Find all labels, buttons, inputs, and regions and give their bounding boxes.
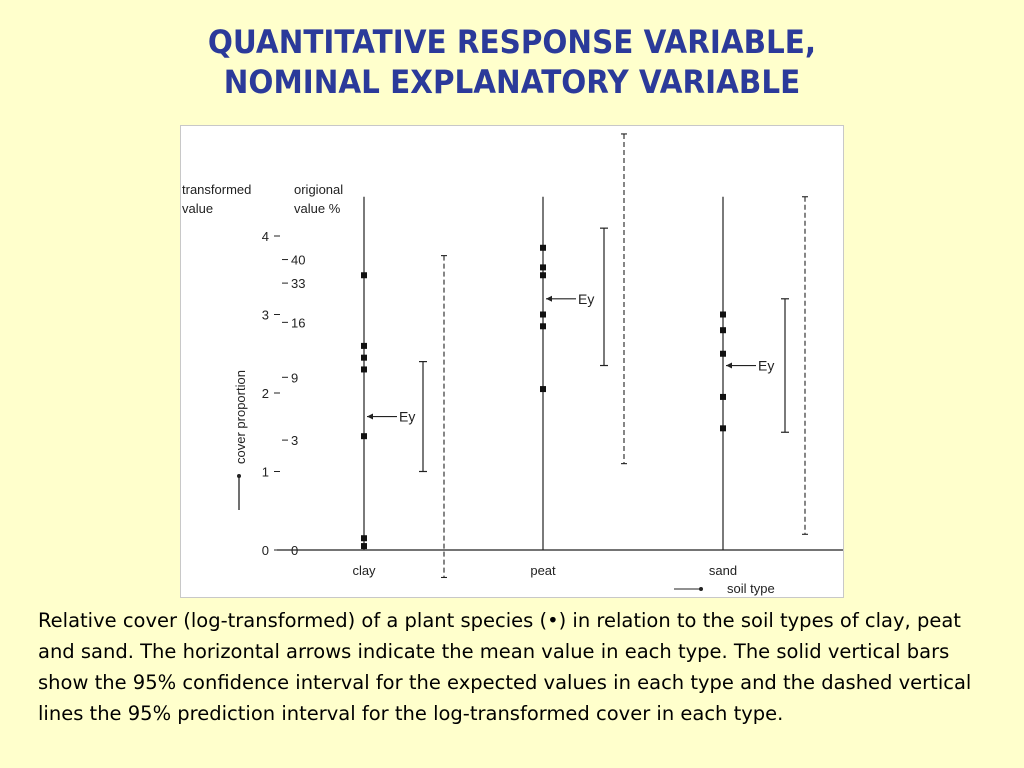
y-original-tick-label: 9	[291, 370, 298, 385]
data-point	[720, 327, 726, 334]
mean-arrow-head	[726, 362, 732, 369]
data-point	[361, 535, 367, 542]
data-point	[720, 393, 726, 400]
data-point	[361, 272, 367, 279]
y-tick-label: 4	[262, 229, 269, 244]
data-point	[540, 311, 546, 318]
mean-label: Ey	[578, 291, 594, 307]
data-point	[540, 272, 546, 279]
chart-panel: transformed value origional value % cover pr…	[180, 125, 844, 598]
y-tick-label: 0	[262, 543, 269, 558]
x-axis-label: soil type	[727, 581, 775, 596]
y-axis-right-label: value %	[294, 201, 341, 216]
y-original-tick-label: 3	[291, 433, 298, 448]
mean-label: Ey	[758, 358, 774, 374]
data-point	[361, 433, 367, 440]
y-axis-side-label: cover proportion	[233, 370, 248, 464]
y-axis-left-label: value	[182, 201, 213, 216]
x-category-label: peat	[530, 563, 556, 578]
data-point	[720, 311, 726, 318]
y-tick-label: 2	[262, 386, 269, 401]
title-line-1: QUANTITATIVE RESPONSE VARIABLE,	[207, 23, 817, 61]
figure-caption: Relative cover (log-transformed) of a pl…	[38, 609, 972, 725]
x-axis-arrow-head	[699, 587, 703, 591]
data-point	[361, 543, 367, 550]
data-point	[540, 323, 546, 330]
data-point	[540, 244, 546, 251]
data-point	[720, 425, 726, 432]
mean-arrow-head	[546, 295, 552, 302]
data-point	[720, 350, 726, 357]
slide-title: QUANTITATIVE RESPONSE VARIABLE, NOMINAL …	[41, 22, 983, 102]
x-category-label: sand	[709, 563, 737, 578]
mean-label: Ey	[399, 409, 415, 425]
data-point	[361, 354, 367, 361]
y-original-tick-label: 40	[291, 253, 305, 268]
mean-arrow-head	[367, 413, 373, 420]
y-tick-label: 1	[262, 465, 269, 480]
data-point	[361, 366, 367, 373]
y-axis-left-label: transformed	[182, 182, 251, 197]
data-point	[361, 342, 367, 349]
side-arrow-head	[237, 474, 241, 478]
data-point	[540, 386, 546, 393]
y-axis-right-label: origional	[294, 182, 343, 197]
data-point	[540, 264, 546, 271]
title-line-2: NOMINAL EXPLANATORY VARIABLE	[223, 63, 801, 101]
y-original-tick-label: 33	[291, 276, 305, 291]
scatter-chart: transformed value origional value % cover pr…	[182, 133, 843, 596]
y-original-tick-label: 16	[291, 315, 305, 330]
x-category-label: clay	[352, 563, 376, 578]
y-tick-label: 3	[262, 308, 269, 323]
